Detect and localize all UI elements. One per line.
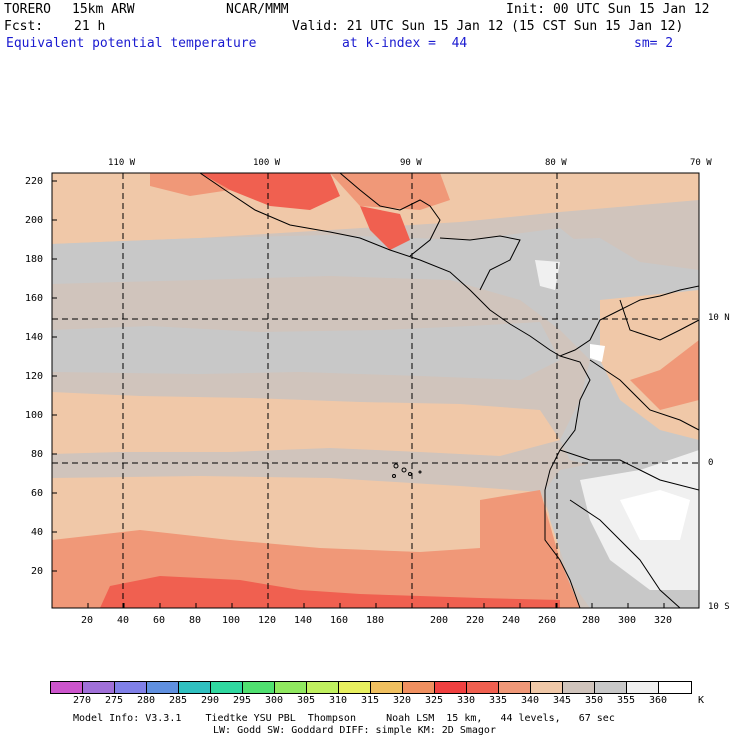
- colorbar: [50, 681, 692, 694]
- x-tick-label: 220: [466, 615, 485, 626]
- x-axis-ticks: [87, 603, 665, 608]
- x-tick-label: 300: [618, 615, 637, 626]
- colorbar-label: 325: [425, 695, 444, 706]
- level-label: at k-index = 44: [342, 36, 468, 51]
- colorbar-label: 305: [297, 695, 316, 706]
- longitude-label: 90 W: [400, 158, 422, 168]
- y-tick-label: 80: [31, 449, 44, 460]
- smoothing-label: sm= 2: [634, 36, 674, 51]
- x-tick-label: 280: [582, 615, 601, 626]
- colorbar-swatch: [83, 682, 115, 693]
- colorbar-label: 315: [361, 695, 380, 706]
- colorbar-swatch: [307, 682, 339, 693]
- x-tick-label: 40: [117, 615, 130, 626]
- x-tick-label: 320: [654, 615, 673, 626]
- colorbar-swatch: [627, 682, 659, 693]
- center-label: NCAR/MMM: [226, 2, 289, 17]
- colorbar-label: 335: [489, 695, 508, 706]
- colorbar-swatch: [147, 682, 179, 693]
- colorbar-label: 340: [521, 695, 540, 706]
- coastlines: [199, 173, 699, 608]
- model-info-line1: Model Info: V3.3.1 Tiedtke YSU PBL Thomp…: [73, 713, 615, 724]
- colorbar-swatch: [339, 682, 371, 693]
- latitude-label: 10 S: [708, 602, 730, 612]
- x-tick-label: 140: [294, 615, 313, 626]
- x-tick-label: 160: [330, 615, 349, 626]
- graticule: [52, 173, 699, 608]
- valid-time: Valid: 21 UTC Sun 15 Jan 12 (15 CST Sun …: [292, 19, 684, 34]
- x-tick-label: 240: [502, 615, 521, 626]
- colorbar-unit: K: [698, 695, 705, 706]
- colorbar-swatch: [595, 682, 627, 693]
- colorbar-label: 295: [233, 695, 252, 706]
- colorbar-label: 270: [73, 695, 92, 706]
- x-tick-label: 200: [430, 615, 449, 626]
- colorbar-swatch: [211, 682, 243, 693]
- colorbar-swatch: [179, 682, 211, 693]
- colorbar-swatch: [499, 682, 531, 693]
- colorbar-swatch: [659, 682, 691, 693]
- y-tick-label: 60: [31, 488, 44, 499]
- y-axis-ticks: [52, 180, 57, 572]
- model-info-line2: LW: Godd SW: Goddard DIFF: simple KM: 2D…: [213, 725, 496, 736]
- colorbar-label: 360: [649, 695, 668, 706]
- y-tick-label: 100: [25, 410, 44, 421]
- colorbar-label: 345: [553, 695, 572, 706]
- model-resolution: 15km ARW: [72, 2, 135, 17]
- y-tick-label: 120: [25, 371, 44, 382]
- field-title: Equivalent potential temperature: [6, 36, 257, 51]
- x-tick-label: 100: [222, 615, 241, 626]
- model-name: TORERO: [4, 2, 51, 17]
- colorbar-label: 275: [105, 695, 124, 706]
- colorbar-label: 310: [329, 695, 348, 706]
- y-tick-label: 20: [31, 566, 44, 577]
- colorbar-label: 300: [265, 695, 284, 706]
- colorbar-swatch: [563, 682, 595, 693]
- x-tick-label: 80: [189, 615, 202, 626]
- longitude-label: 80 W: [545, 158, 567, 168]
- y-tick-label: 140: [25, 332, 44, 343]
- forecast-hour: 21 h: [74, 19, 106, 34]
- colorbar-label: 285: [169, 695, 188, 706]
- colorbar-swatch: [435, 682, 467, 693]
- theta-e-field: [52, 173, 699, 608]
- init-time: Init: 00 UTC Sun 15 Jan 12: [506, 2, 710, 17]
- colorbar-swatch: [371, 682, 403, 693]
- longitude-label: 70 W: [690, 158, 712, 168]
- longitude-label: 100 W: [253, 158, 281, 168]
- colorbar-label: 330: [457, 695, 476, 706]
- colorbar-swatch: [275, 682, 307, 693]
- colorbar-label: 350: [585, 695, 604, 706]
- x-tick-label: 120: [258, 615, 277, 626]
- colorbar-swatch: [467, 682, 499, 693]
- colorbar-label: 320: [393, 695, 412, 706]
- colorbar-swatch: [115, 682, 147, 693]
- x-tick-label: 180: [366, 615, 385, 626]
- colorbar-swatch: [243, 682, 275, 693]
- y-tick-label: 220: [25, 176, 44, 187]
- y-tick-label: 40: [31, 527, 44, 538]
- y-tick-label: 200: [25, 215, 44, 226]
- colorbar-labels: 270 275 280 285 290 295 300 305 310 315 320 325 330 3…: [50, 695, 710, 707]
- colorbar-label: 355: [617, 695, 636, 706]
- colorbar-label: 280: [137, 695, 156, 706]
- y-tick-label: 180: [25, 254, 44, 265]
- x-tick-label: 20: [81, 615, 94, 626]
- colorbar-label: 290: [201, 695, 220, 706]
- colorbar-swatch: [531, 682, 563, 693]
- longitude-label: 110 W: [108, 158, 136, 168]
- latitude-label: 10 N: [708, 313, 730, 323]
- forecast-label: Fcst:: [4, 19, 44, 34]
- x-tick-label: 260: [538, 615, 557, 626]
- colorbar-swatch: [403, 682, 435, 693]
- colorbar-swatch: [51, 682, 83, 693]
- y-tick-label: 160: [25, 293, 44, 304]
- latitude-label: 0: [708, 458, 714, 468]
- x-tick-label: 60: [153, 615, 166, 626]
